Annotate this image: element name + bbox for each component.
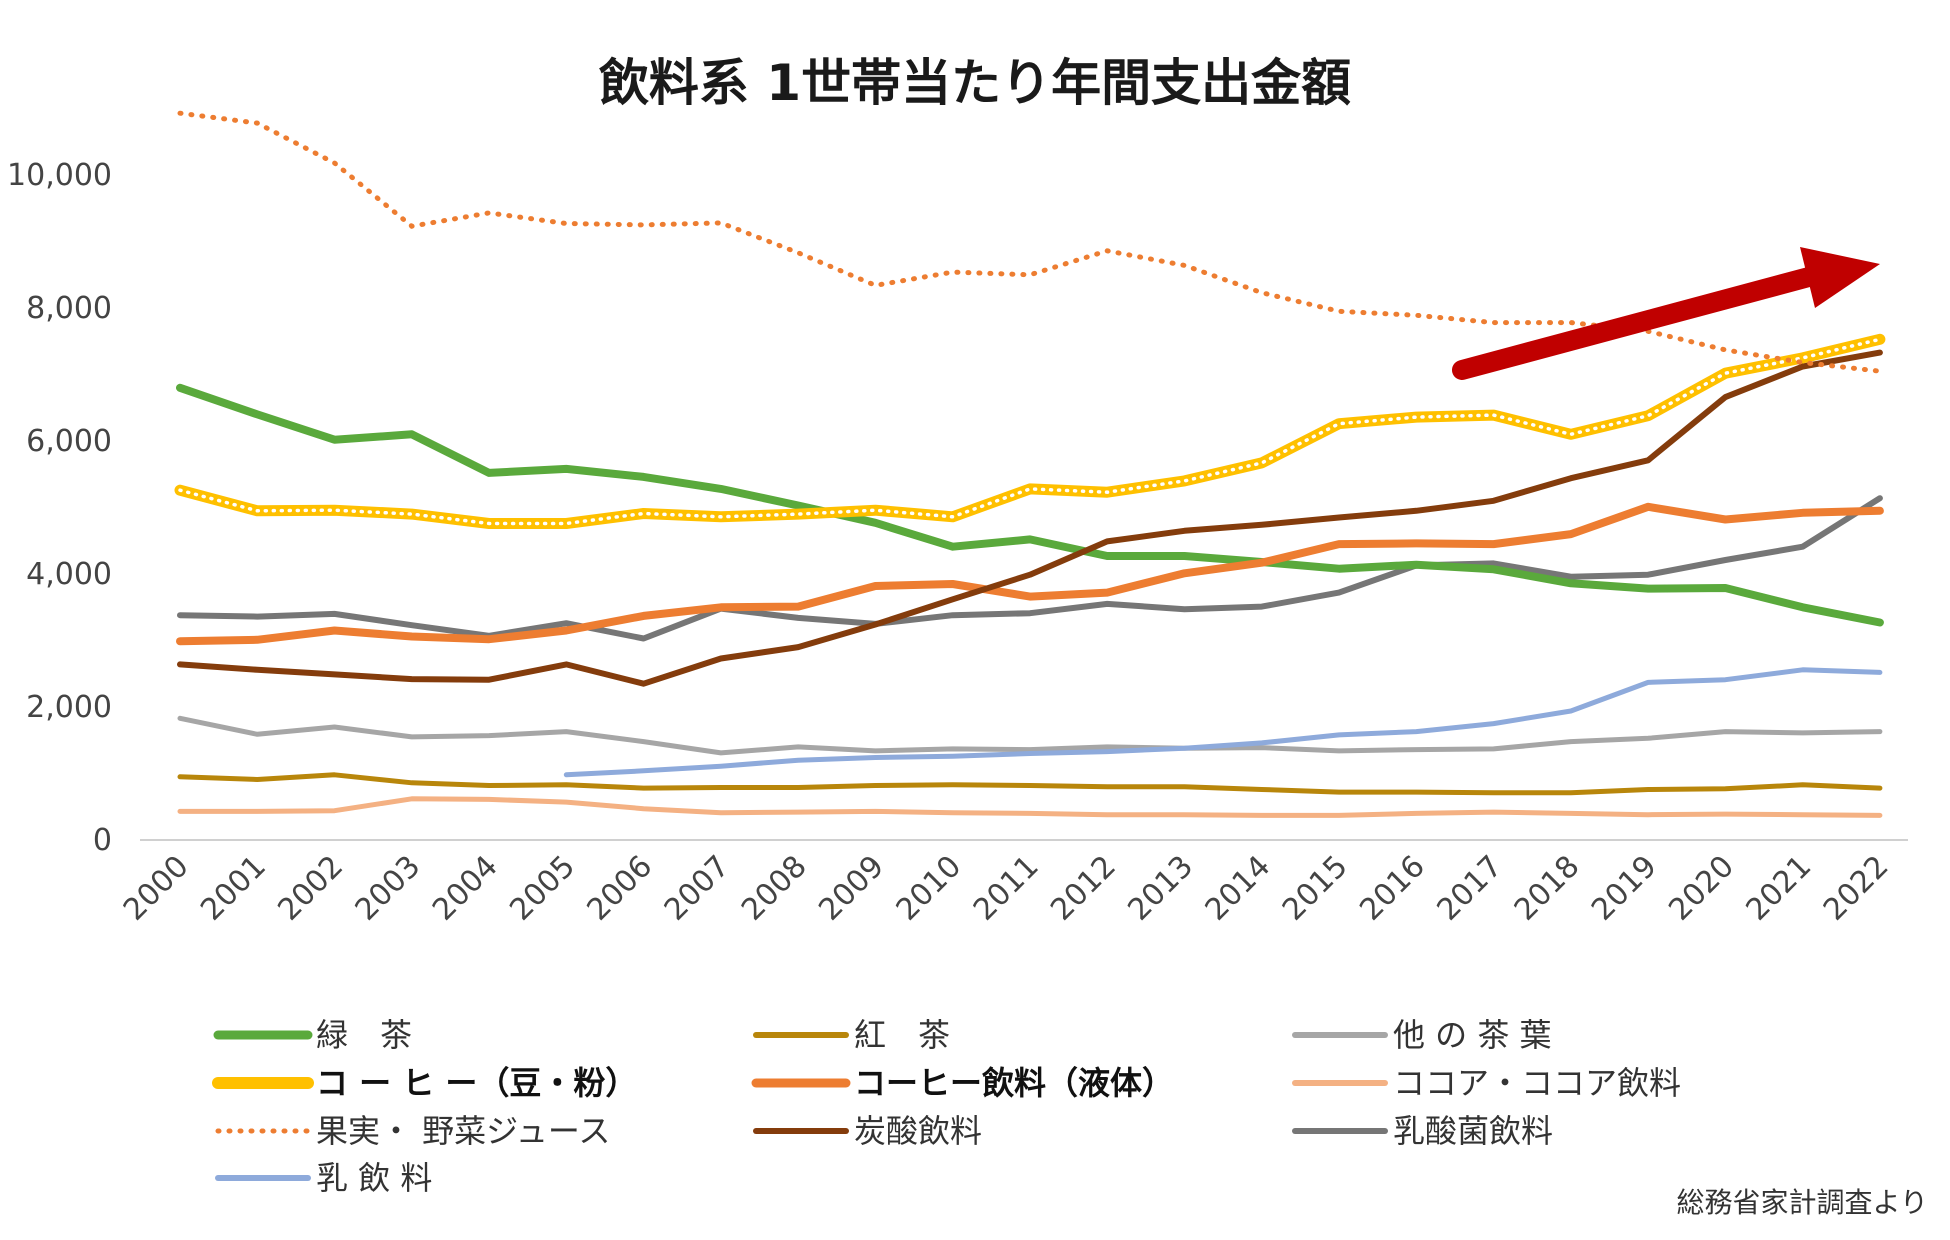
- x-tick-label: 2004: [426, 849, 505, 928]
- chart-title: 飲料系 1世帯当たり年間支出金額: [599, 54, 1351, 112]
- x-tick-label: 2019: [1585, 849, 1664, 928]
- series-line-coffee-dots: [178, 337, 1882, 526]
- legend-item: 果実・ 野菜ジュース: [215, 1112, 610, 1150]
- series-line: [177, 772, 1883, 796]
- x-tick-label: 2009: [812, 849, 891, 928]
- legend-item: 緑 茶: [213, 1016, 412, 1054]
- legend: 緑 茶 紅 茶 他 の 茶 葉コ ー ヒ ー（豆・粉） コーヒー飲料（液体） ココア・コ…: [212, 1016, 1681, 1197]
- x-tick-label: 2012: [1044, 849, 1123, 928]
- legend-item: 紅 茶: [753, 1016, 950, 1054]
- legend-label: 緑 茶: [316, 1016, 412, 1054]
- x-tick-label: 2003: [349, 849, 428, 928]
- legend-label: ココア・ココア飲料: [1393, 1064, 1681, 1102]
- legend-label: コーヒー飲料（液体）: [854, 1064, 1174, 1102]
- series-line: [176, 502, 1884, 646]
- legend-label: 炭酸飲料: [854, 1112, 982, 1150]
- x-tick-label: 2010: [890, 849, 969, 928]
- x-tick-label: 2011: [967, 849, 1046, 928]
- y-tick-label: 10,000: [7, 158, 112, 193]
- legend-item: 乳 飲 料: [215, 1159, 432, 1197]
- x-tick-label: 2007: [658, 849, 737, 928]
- y-tick-label: 8,000: [26, 291, 112, 326]
- x-tick-label: 2021: [1740, 849, 1819, 928]
- trend-arrow-head: [1800, 247, 1880, 308]
- trend-arrow: [1452, 247, 1880, 380]
- y-tick-label: 6,000: [26, 424, 112, 459]
- x-tick-label: 2020: [1662, 849, 1741, 928]
- series-line: [177, 715, 1883, 756]
- trend-arrow-shaft: [1452, 264, 1830, 380]
- legend-label: 果実・ 野菜ジュース: [316, 1112, 610, 1150]
- legend-item: ココア・ココア飲料: [1292, 1064, 1681, 1102]
- series-line: [177, 495, 1883, 642]
- source-note: 総務省家計調査より: [1677, 1186, 1928, 1219]
- y-tick-label: 4,000: [26, 557, 112, 592]
- series-line: [177, 349, 1883, 687]
- y-tick-label: 2,000: [26, 690, 112, 725]
- legend-label: コ ー ヒ ー（豆・粉）: [316, 1064, 637, 1102]
- y-tick-label: 0: [93, 823, 112, 858]
- x-tick-label: 2001: [194, 849, 273, 928]
- x-tick-label: 2016: [1353, 849, 1432, 928]
- x-tick-label: 2002: [271, 849, 350, 928]
- legend-item: コーヒー飲料（液体）: [751, 1064, 1174, 1102]
- x-tick-label: 2015: [1276, 849, 1355, 928]
- legend-item: 乳酸菌飲料: [1292, 1112, 1553, 1150]
- x-tick-label: 2013: [1121, 849, 1200, 928]
- x-tick-label: 2008: [735, 849, 814, 928]
- x-tick-label: 2005: [503, 849, 582, 928]
- legend-item: 他 の 茶 葉: [1292, 1016, 1552, 1054]
- y-axis: 0 2,000 4,000 6,000 8,000 10,000: [7, 158, 1908, 858]
- x-tick-label: 2022: [1817, 849, 1896, 928]
- series-line: [563, 667, 1883, 778]
- x-tick-label: 2018: [1508, 849, 1587, 928]
- legend-label: 紅 茶: [854, 1016, 950, 1054]
- legend-item: コ ー ヒ ー（豆・粉）: [212, 1064, 637, 1102]
- x-tick-label: 2006: [581, 849, 660, 928]
- x-tick-label: 2014: [1199, 849, 1278, 928]
- legend-label: 乳酸菌飲料: [1393, 1112, 1553, 1150]
- x-tick-label: 2000: [117, 849, 196, 928]
- series-line: [176, 383, 1884, 627]
- series-lines: [174, 110, 1886, 818]
- x-axis: 2000200120022003200420052006200720082009…: [117, 849, 1896, 928]
- x-tick-label: 2017: [1431, 849, 1510, 928]
- series-line-coffee: [174, 333, 1886, 529]
- legend-label: 乳 飲 料: [316, 1159, 432, 1197]
- legend-label: 他 の 茶 葉: [1393, 1016, 1552, 1054]
- legend-item: 炭酸飲料: [753, 1112, 982, 1150]
- series-line: [177, 796, 1883, 818]
